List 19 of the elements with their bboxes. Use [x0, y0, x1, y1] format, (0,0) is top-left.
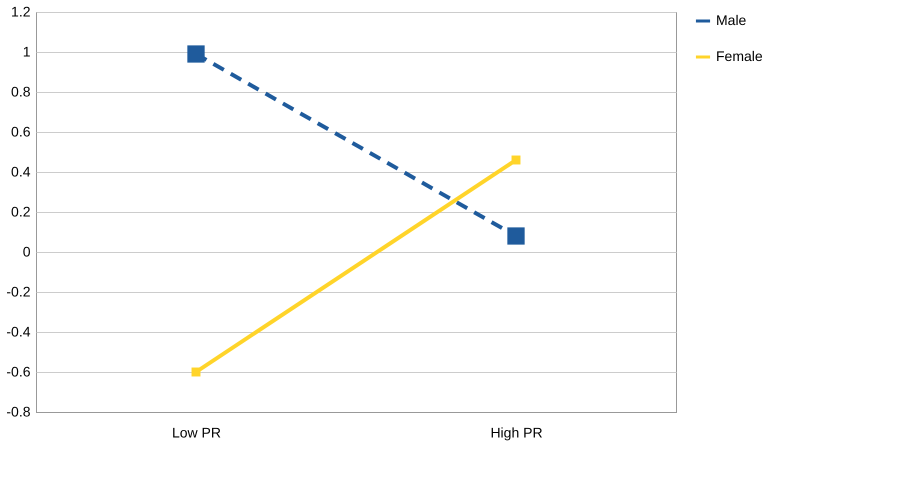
- y-tick-label: 0.8: [11, 84, 31, 100]
- point: [507, 227, 525, 245]
- y-tick-label: 0.6: [11, 124, 31, 140]
- y-tick-label: 1.2: [11, 4, 31, 20]
- y-tick-label: -0.4: [6, 324, 31, 340]
- x-tick-label: High PR: [490, 424, 543, 440]
- point: [187, 45, 205, 63]
- y-tick-label: 0: [22, 244, 31, 260]
- y-tick-label: 0.4: [11, 164, 31, 180]
- y-tick-label: 0.2: [11, 204, 31, 220]
- legend-label: Male: [716, 12, 747, 28]
- x-tick-label: Low PR: [172, 424, 222, 440]
- y-tick-label: -0.8: [6, 404, 31, 420]
- point: [512, 156, 520, 164]
- y-tick-label: -0.2: [6, 284, 31, 300]
- point: [192, 368, 200, 376]
- y-tick-label: 1: [22, 44, 31, 60]
- y-tick-label: -0.6: [6, 364, 31, 380]
- legend-label: Female: [716, 48, 763, 64]
